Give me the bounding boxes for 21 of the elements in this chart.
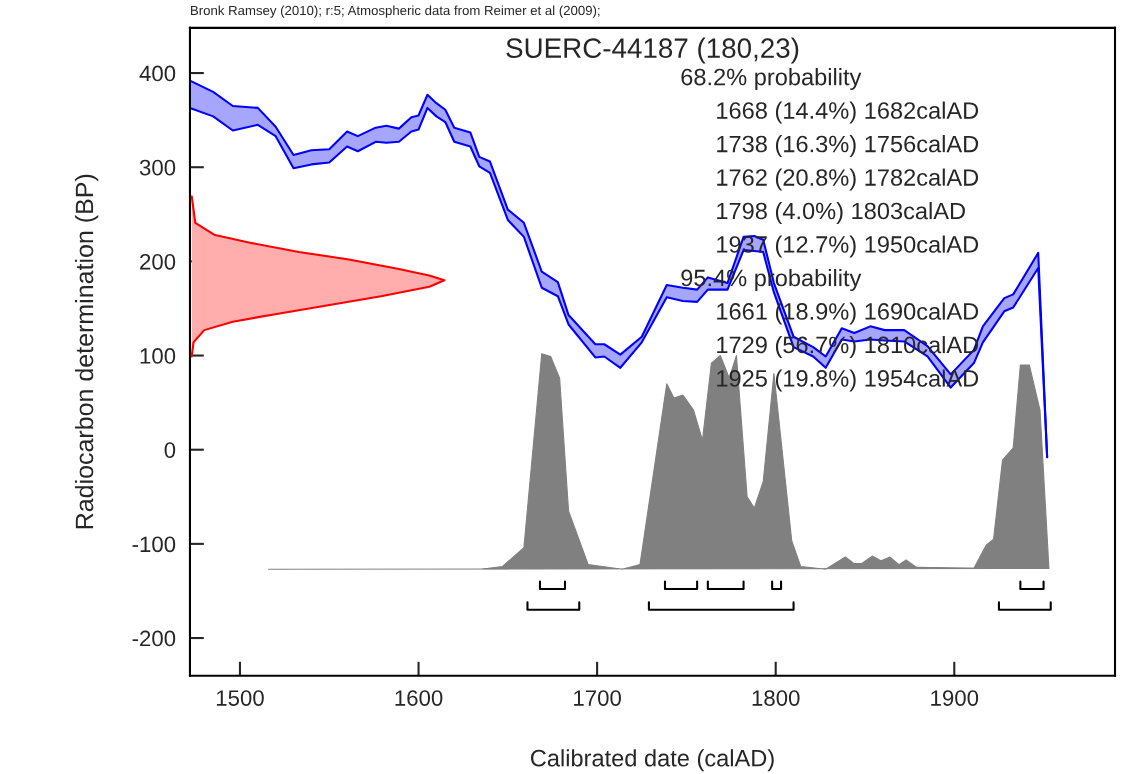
y-tick-label: 200 xyxy=(140,253,176,270)
y-tick-label: 100 xyxy=(140,348,176,364)
y-tick-label: 300 xyxy=(139,159,176,176)
x-tick-label: 1900 xyxy=(931,690,979,706)
text: Bronk Ramsey (2010); r:5; Atmospheric data from Reimer et al (2009); xyxy=(191,5,600,18)
y-tick-label: -100 xyxy=(132,536,176,553)
x-tick-label: 1800 xyxy=(752,690,800,706)
annotation: 1762 (20.8%) 1782calAD xyxy=(717,168,979,191)
x-tick-label: 1700 xyxy=(574,690,621,706)
y-tick-label: 0 xyxy=(164,442,176,458)
y-tick-label: 400 xyxy=(139,65,176,82)
annotation: 1798 (4.0%) 1803calAD xyxy=(717,202,965,225)
x-tick-label: 1500 xyxy=(216,690,264,706)
annotation: 68.2% probability xyxy=(681,68,862,91)
x-tick-label: 1600 xyxy=(395,690,443,706)
annotation: 1668 (14.4%) 1682calAD xyxy=(717,101,979,124)
annotation: 1738 (16.3%) 1756calAD xyxy=(717,135,979,158)
y-axis-title: Radiocarbon determination (BP) xyxy=(74,174,99,529)
chart-title: SUERC-44187 (180,23) xyxy=(506,37,799,64)
y-tick-label: -200 xyxy=(132,630,176,647)
x-axis-title: Calibrated date (calAD) xyxy=(530,749,774,772)
